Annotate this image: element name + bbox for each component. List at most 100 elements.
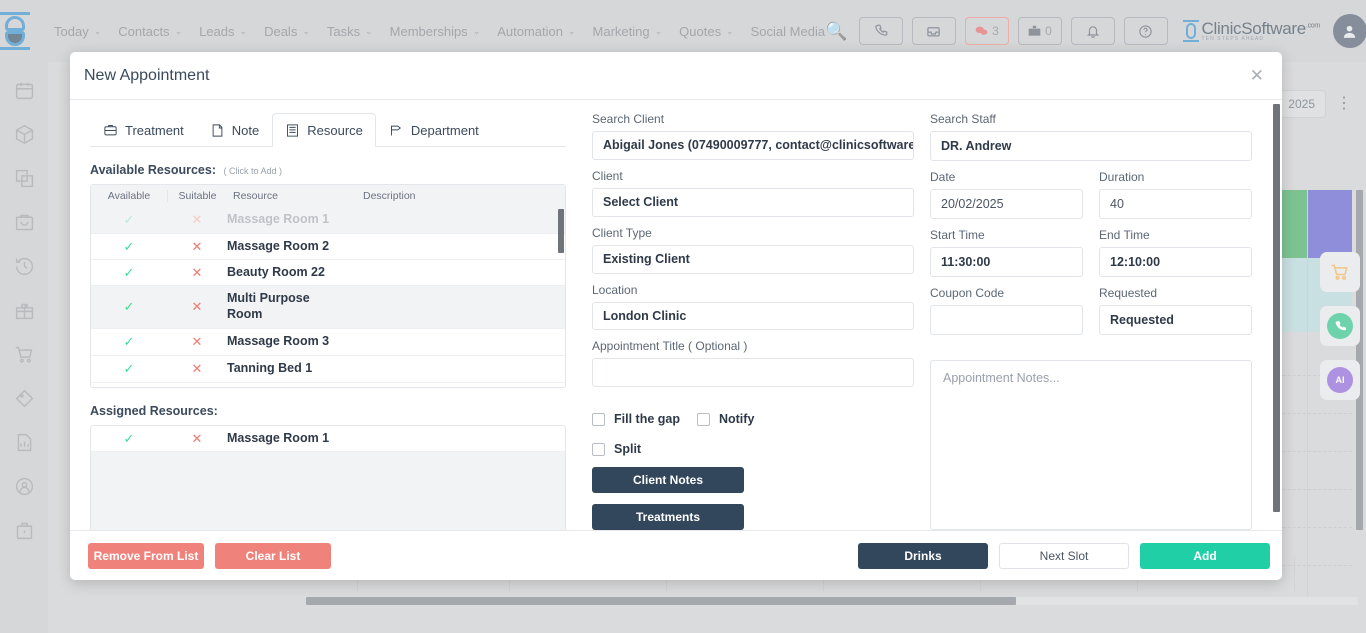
end-time-input[interactable]: 12:10:00: [1099, 247, 1252, 277]
phone-fab[interactable]: [1320, 306, 1360, 346]
table-row[interactable]: ✓ ✕ Multi Purpose Room: [91, 286, 565, 329]
nav-item-tasks[interactable]: Tasks ⌄: [327, 24, 373, 39]
help-button[interactable]: [1123, 17, 1168, 45]
nav-item-memberships[interactable]: Memberships ⌄: [390, 24, 481, 39]
tab-label: Department: [410, 123, 479, 138]
calendar-date-picker[interactable]: 2025: [1277, 90, 1326, 118]
coupon-code-label: Coupon Code: [930, 286, 1005, 300]
drinks-button[interactable]: Drinks: [858, 542, 988, 569]
history-icon: [15, 257, 33, 275]
appointment-notes-textarea[interactable]: Appointment Notes...: [930, 360, 1252, 530]
tab-resource[interactable]: Resource: [272, 113, 376, 147]
appointment-title-input[interactable]: [592, 358, 914, 388]
store-button[interactable]: 0: [1017, 17, 1062, 45]
column-header-suitable: Suitable: [167, 190, 227, 202]
location-select[interactable]: London Clinic: [592, 301, 914, 331]
left-sidebar: [0, 62, 48, 633]
start-time-input[interactable]: 11:30:00: [930, 247, 1083, 277]
nav-item-quotes[interactable]: Quotes ⌄: [679, 24, 733, 39]
sidebar-item-gifts[interactable]: [12, 298, 36, 322]
table-row[interactable]: ✓ ✕ Massage Room 2: [91, 234, 565, 260]
brand-hourglass-icon: [1182, 20, 1199, 42]
calendar-event-blue[interactable]: [1307, 190, 1352, 258]
next-slot-button[interactable]: Next Slot: [999, 542, 1129, 569]
inbox-button[interactable]: [911, 17, 956, 45]
search-staff-label: Search Staff: [930, 112, 996, 126]
client-type-label: Client Type: [592, 225, 652, 240]
sidebar-item-layers[interactable]: [12, 166, 36, 190]
ai-fab[interactable]: AI: [1320, 360, 1360, 400]
options-row-one: Fill the gap Notify: [592, 412, 914, 426]
close-icon[interactable]: ✕: [1249, 65, 1264, 85]
notify-label[interactable]: Notify: [718, 412, 755, 427]
split-label[interactable]: Split: [614, 442, 642, 457]
sidebar-item-tags[interactable]: [12, 386, 36, 410]
available-check-icon: ✓: [123, 212, 135, 227]
table-row[interactable]: ✓ ✕ Massage Room 1: [91, 207, 565, 234]
client-select[interactable]: Select Client: [592, 187, 914, 217]
nav-item-contacts[interactable]: Contacts ⌄: [118, 24, 182, 39]
coupon-code-input[interactable]: [930, 305, 1083, 335]
duration-input[interactable]: 40: [1099, 189, 1252, 219]
nav-item-social-media[interactable]: Social Media: [751, 24, 825, 39]
sidebar-item-briefcase[interactable]: [12, 518, 36, 542]
box-icon: [15, 124, 33, 144]
sidebar-item-account[interactable]: [12, 474, 36, 498]
sidebar-item-reports[interactable]: [12, 430, 36, 454]
cart-icon: [1331, 264, 1348, 280]
nav-item-leads[interactable]: Leads ⌄: [199, 24, 247, 39]
calendar-horizontal-scrollbar[interactable]: [306, 597, 1016, 605]
sidebar-item-packages[interactable]: [12, 122, 36, 146]
sidebar-item-shop[interactable]: [12, 210, 36, 234]
call-button[interactable]: [858, 17, 903, 45]
notifications-button[interactable]: [1070, 17, 1115, 45]
sidebar-item-calendar[interactable]: [12, 78, 36, 102]
date-input[interactable]: 20/02/2025: [930, 189, 1083, 219]
tab-treatment[interactable]: Treatment: [90, 113, 197, 147]
available-list-scrollbar[interactable]: [558, 209, 564, 253]
fill-the-gap-checkbox[interactable]: [592, 412, 605, 426]
remove-from-list-button[interactable]: Remove From List: [88, 542, 204, 569]
clear-list-button[interactable]: Clear List: [215, 542, 331, 569]
table-row[interactable]: ✓ ✕ Massage Room 1: [91, 426, 565, 452]
resource-icon: [287, 124, 299, 137]
tab-note[interactable]: Note: [197, 113, 272, 147]
nav-item-deals[interactable]: Deals ⌄: [264, 24, 310, 39]
app-logo[interactable]: [0, 12, 30, 50]
search-icon[interactable]: 🔍: [825, 20, 848, 41]
nav-item-marketing[interactable]: Marketing ⌄: [593, 24, 663, 39]
available-resources-title: Available Resources:: [90, 163, 216, 177]
treatments-button[interactable]: Treatments: [592, 504, 744, 530]
modal-vertical-scrollbar[interactable]: [1273, 104, 1280, 512]
client-type-select[interactable]: Existing Client: [592, 244, 914, 274]
avatar[interactable]: [1332, 14, 1366, 48]
sidebar-item-history[interactable]: [12, 254, 36, 278]
notify-checkbox[interactable]: [696, 412, 710, 426]
messages-button[interactable]: 3: [964, 17, 1009, 45]
calendar-vertical-scrollbar[interactable]: [1356, 190, 1363, 530]
column-header-available: Available: [107, 190, 151, 202]
client-notes-button[interactable]: Client Notes: [592, 467, 744, 494]
tab-department[interactable]: Department: [376, 113, 492, 147]
sidebar-item-cart[interactable]: [12, 342, 36, 366]
add-button[interactable]: Add: [1140, 542, 1270, 569]
date-duration-row: Date 20/02/2025 Duration 40: [930, 170, 1252, 228]
table-row[interactable]: ✓ ✕ Tanning Bed 1: [91, 356, 565, 383]
nav-item-today[interactable]: Today ⌄: [54, 24, 101, 39]
cart-fab[interactable]: [1320, 252, 1360, 292]
brand-name: ClinicSoftware: [1201, 19, 1307, 38]
table-row[interactable]: ✓ ✕ Beauty Room 22: [91, 260, 565, 286]
search-staff-input[interactable]: DR. Andrew: [930, 131, 1252, 161]
calendar-more-menu-icon[interactable]: ⋮: [1336, 95, 1352, 113]
table-row[interactable]: ✓ ✕ Massage Room 3: [91, 329, 565, 356]
fill-the-gap-label[interactable]: Fill the gap: [614, 412, 680, 427]
user-circle-icon: [15, 477, 33, 495]
requested-select[interactable]: Requested: [1099, 305, 1252, 335]
modal-header: New Appointment ✕: [70, 52, 1282, 100]
phone-icon: [874, 24, 887, 36]
top-navigation-bar: Today ⌄ Contacts ⌄ Leads ⌄ Deals ⌄ Tasks ⌄ Me…: [0, 0, 1366, 62]
nav-item-automation[interactable]: Automation ⌄: [497, 24, 575, 39]
chevron-down-icon: ⌄: [239, 25, 248, 36]
search-client-input[interactable]: Abigail Jones (07490009777, contact@clin…: [592, 131, 914, 160]
split-checkbox[interactable]: [592, 442, 605, 456]
